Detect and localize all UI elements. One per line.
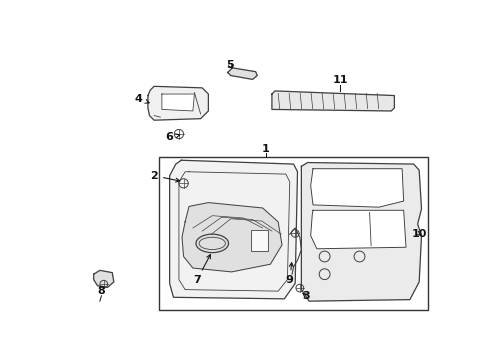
Polygon shape — [148, 86, 208, 120]
Text: 6: 6 — [165, 132, 180, 142]
Polygon shape — [169, 160, 297, 299]
Polygon shape — [94, 270, 114, 287]
Text: 1: 1 — [261, 144, 269, 154]
Polygon shape — [310, 210, 405, 249]
Text: 9: 9 — [285, 263, 293, 285]
Polygon shape — [182, 203, 282, 272]
Polygon shape — [162, 94, 194, 111]
Bar — [250, 230, 267, 251]
Text: 11: 11 — [332, 75, 347, 85]
Text: 7: 7 — [192, 255, 210, 285]
Polygon shape — [310, 169, 403, 207]
Text: 2: 2 — [150, 171, 180, 182]
Bar — [159, 157, 427, 310]
Polygon shape — [227, 68, 257, 80]
Text: 4: 4 — [134, 94, 149, 104]
Text: 5: 5 — [226, 60, 233, 70]
Polygon shape — [271, 91, 393, 111]
Text: 10: 10 — [410, 229, 426, 239]
Polygon shape — [301, 163, 421, 301]
Text: 3: 3 — [302, 291, 309, 301]
Text: 8: 8 — [97, 286, 105, 296]
